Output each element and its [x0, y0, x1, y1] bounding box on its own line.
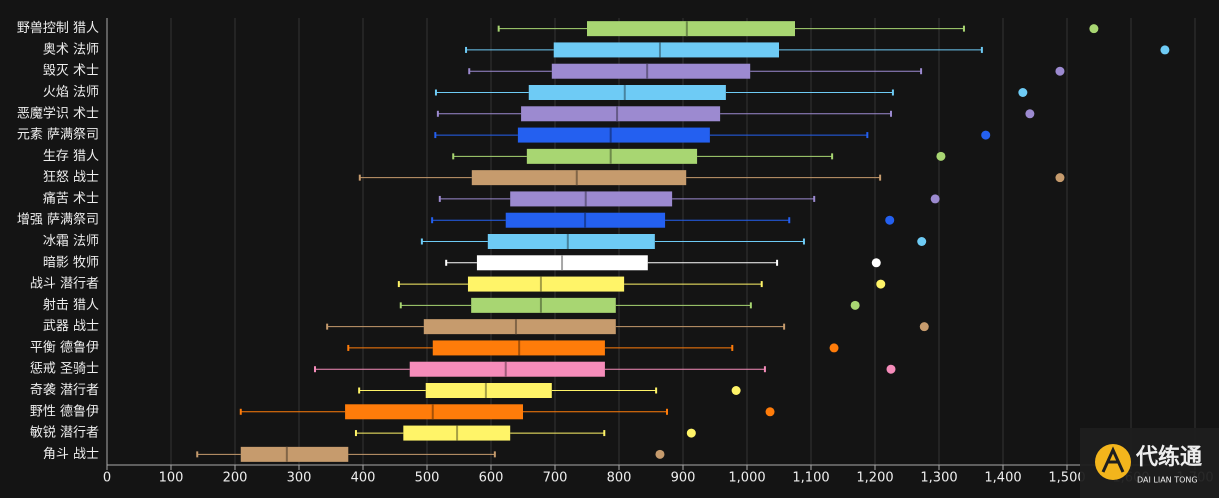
box	[487, 234, 655, 249]
y-tick-label: 元素 萨满祭司	[17, 128, 99, 143]
x-tick-label: 300	[287, 471, 312, 486]
box	[409, 361, 605, 377]
y-tick-label: 暗影 牧师	[43, 255, 99, 270]
outlier	[981, 130, 991, 140]
box	[425, 383, 552, 398]
y-tick-label: 敏锐 潜行者	[30, 426, 99, 441]
box	[240, 446, 349, 462]
watermark-name: 代练通	[1135, 444, 1202, 470]
y-tick-label: 战斗 潜行者	[30, 277, 99, 292]
outlier	[917, 237, 927, 246]
outlier	[885, 215, 895, 225]
x-tick-label: 1,200	[856, 471, 893, 486]
watermark-sub: DAI LIAN TONG	[1137, 476, 1198, 485]
y-tick-label: 角斗 战士	[43, 447, 99, 462]
y-tick-label: 增强 萨满祭司	[17, 213, 99, 228]
x-tick-label: 1,300	[920, 471, 957, 486]
outlier	[765, 407, 775, 417]
box	[521, 106, 721, 122]
x-tick-label: 400	[351, 471, 376, 486]
y-tick-label: 惩戒 圣骑士	[30, 362, 99, 377]
box	[345, 404, 523, 420]
outlier	[930, 194, 940, 204]
x-tick-label: 1,500	[1048, 471, 1085, 486]
box	[526, 148, 698, 164]
y-tick-label: 平衡 德鲁伊	[30, 340, 99, 355]
outlier	[871, 258, 881, 268]
y-tick-label: 奇袭 潜行者	[30, 382, 99, 398]
x-tick-label: 800	[607, 471, 632, 486]
y-tick-label: 毁灭 术士	[43, 64, 99, 79]
outlier	[686, 428, 696, 438]
box	[471, 170, 687, 186]
y-tick-label: 生存 猎人	[43, 149, 99, 164]
watermark-icon	[1101, 446, 1125, 473]
outlier	[1089, 24, 1099, 34]
y-tick-label: 野兽控制 猎人	[17, 21, 99, 36]
x-tick-label: 0	[103, 471, 111, 486]
box	[587, 21, 795, 37]
box	[551, 63, 751, 79]
y-tick-label: 冰霜 法师	[43, 234, 99, 249]
y-tick-label: 武器 战士	[43, 319, 99, 334]
box	[467, 276, 625, 292]
watermark: 代练通 DAI LIAN TONG	[1080, 428, 1219, 498]
outlier	[1055, 173, 1065, 183]
x-tick-label: 1,400	[984, 471, 1021, 486]
box	[471, 297, 616, 313]
x-tick-label: 600	[479, 471, 504, 486]
outlier	[1160, 45, 1170, 55]
outlier	[1055, 66, 1065, 76]
x-tick-label: 900	[671, 471, 696, 486]
y-tick-label: 火焰 法师	[43, 85, 99, 100]
x-tick-label: 1,100	[792, 471, 829, 486]
y-tick-label: 痛苦 术士	[43, 190, 99, 206]
box	[423, 319, 616, 335]
y-tick-label: 奥术 法师	[43, 42, 99, 57]
y-tick-label: 恶魔学识 术士	[17, 105, 99, 121]
x-tick-label: 500	[415, 471, 440, 486]
outlier	[936, 151, 946, 161]
box	[528, 85, 726, 100]
outlier	[731, 386, 741, 395]
x-tick-label: 1,000	[728, 471, 765, 486]
outlier	[829, 343, 839, 353]
x-tick-label: 200	[223, 471, 248, 486]
y-tick-label: 野性 德鲁伊	[30, 404, 99, 419]
x-tick-label: 700	[543, 471, 568, 486]
outlier	[850, 300, 860, 310]
outlier	[876, 279, 886, 289]
outlier	[1018, 88, 1028, 97]
outlier	[886, 364, 896, 374]
box	[553, 42, 779, 58]
outlier	[655, 449, 665, 459]
box	[510, 191, 673, 207]
outlier	[1025, 109, 1035, 119]
box	[517, 127, 710, 143]
y-tick-label: 射击 猎人	[43, 297, 99, 313]
plot-area: 0 100 200 300 400 500 600 700 800 900 1,000 1,100 1,…	[17, 18, 1214, 486]
x-tick-label: 100	[159, 471, 184, 486]
outlier	[919, 322, 929, 332]
y-tick-label: 狂怒 战士	[43, 170, 99, 185]
